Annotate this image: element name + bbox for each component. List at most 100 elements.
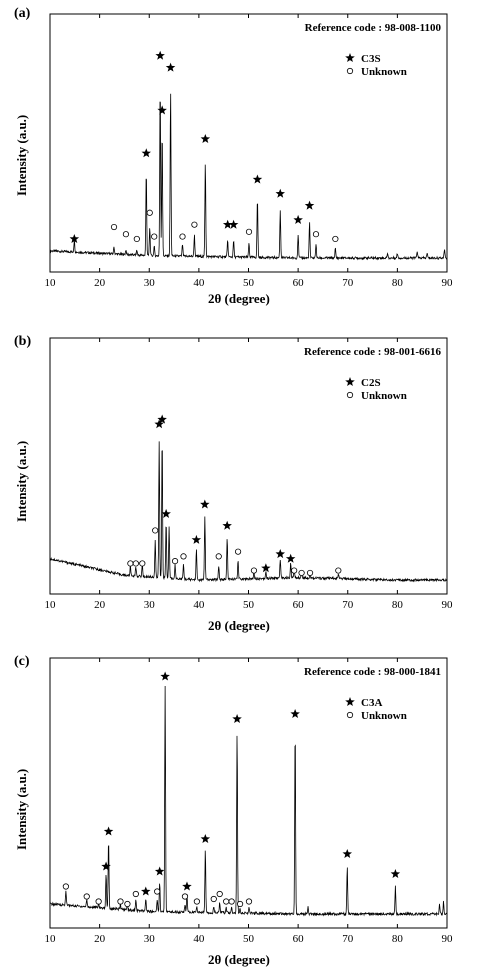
circle-marker xyxy=(180,553,187,560)
circle-marker xyxy=(83,893,90,900)
x-tick-label: 10 xyxy=(45,599,57,611)
circle-marker xyxy=(312,231,320,238)
x-axis-label: 2θ (degree) xyxy=(208,618,270,633)
x-tick-label: 20 xyxy=(94,277,106,289)
circle-marker xyxy=(245,898,253,905)
x-tick-label: 60 xyxy=(293,599,305,611)
x-tick-label: 20 xyxy=(94,599,106,611)
star-marker xyxy=(157,414,167,424)
circle-marker xyxy=(132,890,139,898)
legend-circle-icon xyxy=(346,711,354,719)
circle-marker xyxy=(332,235,339,243)
panel-b: (b) Intensity (a.u.) 2θ (degree) 10 20 30 4… xyxy=(0,330,479,635)
x-tick-label: 90 xyxy=(442,599,454,611)
reference-code: Reference code : 98-008-1100 xyxy=(305,22,442,34)
circle-marker xyxy=(62,883,69,890)
star-marker xyxy=(342,849,352,858)
star-marker xyxy=(304,200,315,210)
star-marker xyxy=(275,188,285,198)
panel-a: (a) Intensity (a.u.) 2θ (degree) 10 20 30 4… xyxy=(0,0,479,310)
x-tick-label: 60 xyxy=(293,933,305,945)
panel-label: (c) xyxy=(14,654,30,669)
star-marker xyxy=(222,520,232,530)
legend-label: C3S xyxy=(361,53,381,65)
diffraction-trace xyxy=(49,441,448,583)
star-marker xyxy=(155,50,165,60)
star-marker xyxy=(252,174,263,184)
star-marker xyxy=(200,499,210,509)
circle-marker xyxy=(250,567,258,574)
reference-code: Reference code : 98-001-6616 xyxy=(304,346,441,358)
xrd-chart-a: 10 20 30 40 50 60 70 80 90 Reference code : 98-00… xyxy=(45,13,453,289)
circle-marker xyxy=(335,567,342,574)
legend-label: C2S xyxy=(361,377,381,389)
circle-marker xyxy=(117,898,124,905)
star-marker xyxy=(232,714,242,723)
circle-marker xyxy=(210,895,217,903)
legend-circle-icon xyxy=(346,67,354,75)
plot-frame xyxy=(49,337,448,595)
star-marker xyxy=(182,881,192,891)
xrd-chart-b: 10 20 30 40 50 60 70 80 90 Reference code : 98-00… xyxy=(45,337,454,611)
circle-marker xyxy=(298,569,305,577)
circle-marker xyxy=(215,553,222,560)
circle-marker xyxy=(146,209,153,216)
x-tick-label: 40 xyxy=(193,277,205,289)
panel-label: (b) xyxy=(14,334,32,349)
x-tick-label: 30 xyxy=(144,933,156,945)
star-marker xyxy=(141,886,151,896)
x-tick-label: 70 xyxy=(342,277,354,289)
x-tick-label: 80 xyxy=(392,933,404,945)
circle-marker xyxy=(223,898,230,905)
legend-label: Unknown xyxy=(361,710,407,722)
star-marker xyxy=(228,219,239,229)
x-tick-label: 70 xyxy=(342,933,354,945)
circle-marker xyxy=(306,569,314,577)
diffraction-trace xyxy=(49,93,448,261)
star-marker xyxy=(261,563,271,573)
x-tick-label: 10 xyxy=(45,933,57,945)
star-marker xyxy=(290,709,300,718)
legend-label: Unknown xyxy=(361,390,407,402)
x-tick-label: 80 xyxy=(392,599,404,611)
circle-marker xyxy=(245,228,253,235)
star-marker xyxy=(141,148,151,158)
star-marker xyxy=(157,105,167,115)
x-tick-label: 20 xyxy=(94,933,106,945)
legend-star-icon xyxy=(345,377,355,386)
star-marker xyxy=(165,62,176,72)
star-marker xyxy=(101,861,111,871)
reference-code: Reference code : 98-000-1841 xyxy=(304,666,441,678)
circle-marker xyxy=(127,560,134,567)
x-tick-label: 50 xyxy=(243,599,255,611)
circle-marker xyxy=(228,898,235,905)
star-marker xyxy=(275,549,285,559)
circle-marker xyxy=(110,223,118,231)
star-marker xyxy=(191,534,202,544)
legend-label: Unknown xyxy=(361,66,407,78)
legend-circle-icon xyxy=(346,391,354,399)
x-tick-label: 30 xyxy=(144,277,156,289)
star-marker xyxy=(160,671,170,681)
x-tick-label: 40 xyxy=(193,599,205,611)
star-marker xyxy=(200,834,211,843)
x-axis-label: 2θ (degree) xyxy=(208,952,270,967)
x-tick-label: 70 xyxy=(342,599,354,611)
star-marker xyxy=(200,134,211,143)
x-tick-label: 40 xyxy=(193,933,205,945)
circle-marker xyxy=(132,560,139,567)
circle-marker xyxy=(216,890,223,898)
star-marker xyxy=(390,869,401,878)
legend-star-icon xyxy=(345,53,355,62)
x-axis-label: 2θ (degree) xyxy=(208,291,270,306)
panel-c: (c) Intensity (a.u.) 2θ (degree) 10 20 30 4… xyxy=(0,650,479,972)
legend-star-icon xyxy=(345,697,355,706)
star-marker xyxy=(69,234,80,243)
star-marker xyxy=(154,866,165,876)
circle-marker xyxy=(139,560,146,567)
circle-marker xyxy=(181,893,189,900)
x-tick-label: 30 xyxy=(144,599,156,611)
circle-marker xyxy=(133,235,140,243)
x-tick-label: 90 xyxy=(442,933,454,945)
panel-label: (a) xyxy=(14,6,31,21)
